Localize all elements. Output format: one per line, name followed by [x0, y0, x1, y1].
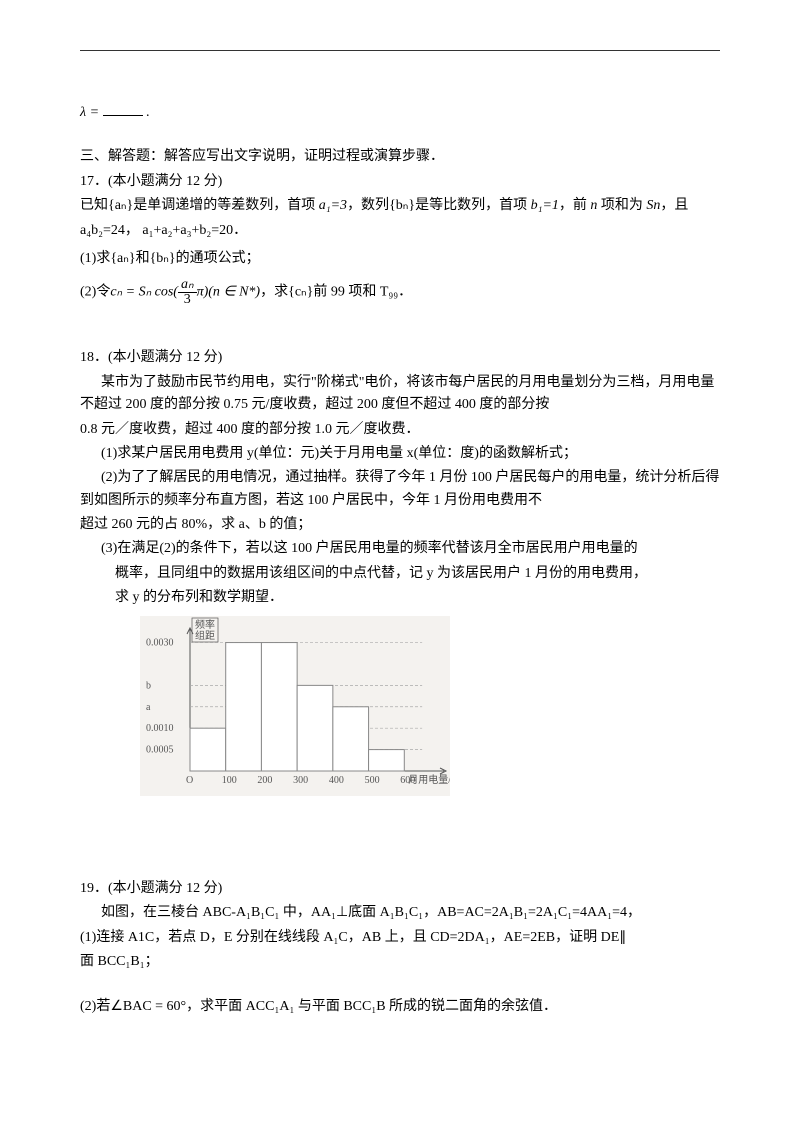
svg-text:200: 200 [257, 775, 272, 786]
svg-text:b: b [146, 680, 151, 691]
q18-part1: (1)求某户居民用电费用 y(单位：元)关于月用电量 x(单位：度)的函数解析式… [80, 443, 720, 465]
svg-text:400: 400 [329, 775, 344, 786]
q18-part2a: (2)为了了解居民的用电情况，通过抽样。获得了今年 1 月份 100 户居民每户… [80, 467, 720, 512]
q17-mid1: 是单调递增的等差数列，首项 [133, 198, 319, 213]
q18-part3a: (3)在满足(2)的条件下，若以这 100 户居民用电量的频率代替该月全市居民用… [80, 538, 720, 560]
svg-text:a: a [146, 701, 151, 712]
lambda-eq: λ = [80, 105, 99, 120]
q17-p2-pre: (2)令 [80, 285, 110, 300]
q19-part1b: 面 BCC₁B₁； [80, 951, 720, 973]
q19-header: 19．(本小题满分 12 分) [80, 878, 720, 900]
frac-den: 3 [178, 293, 197, 307]
svg-text:100: 100 [222, 775, 237, 786]
top-rule [80, 50, 720, 51]
histogram-svg: 频率组距 0.0030 ba 0.0010 0.0005 O 100 200 300 400 500… [140, 616, 450, 796]
svg-text:0.0010: 0.0010 [146, 723, 174, 734]
q17-p1-end: 的通项公式； [176, 251, 260, 266]
q18-part3c: 求 y 的分布列和数学期望． [80, 587, 720, 609]
svg-text:0.0005: 0.0005 [146, 744, 174, 755]
q17-a1: a₁=3 [319, 198, 347, 213]
q17-stem-line2: a₄b₂=24， a₁+a₂+a₃+b₂=20． [80, 220, 720, 242]
q17-mid2: ，数列 [347, 198, 389, 213]
q17-bn: {bₙ} [389, 198, 415, 213]
lambda-line: λ = . [80, 101, 720, 124]
q19-p1: 如图，在三棱台 ABC-A₁B₁C₁ 中，AA₁⊥底面 A₁B₁C₁，AB=AC… [80, 902, 720, 924]
q17-end: ，且 [660, 198, 688, 213]
svg-text:组距: 组距 [195, 629, 215, 642]
q19-part1a: (1)连接 A1C，若点 D，E 分别在线线段 A₁C，AB 上，且 CD=2D… [80, 927, 720, 949]
q17-mid5: 项和为 [597, 198, 646, 213]
svg-text:300: 300 [293, 775, 308, 786]
q17-p2-after: π)(n ∈ N*) [197, 285, 261, 300]
svg-text:500: 500 [365, 775, 380, 786]
q17-p1-an: {aₙ} [110, 251, 135, 266]
q17-mid3: 是等比数列，首项 [415, 198, 531, 213]
q17-p2-end: 前 99 项和 T₉₉． [313, 285, 412, 300]
blank-underline [103, 101, 143, 116]
q17-part2: (2)令cₙ = Sₙ cos(aₙ3π)(n ∈ N*)，求{cₙ}前 99 … [80, 278, 720, 307]
q17-an: {aₙ} [108, 198, 133, 213]
q19-part2: (2)若∠BAC = 60°，求平面 ACC₁A₁ 与平面 BCC₁B 所成的锐… [80, 996, 720, 1018]
q18-p1: 某市为了鼓励市民节约用电，实行"阶梯式"电价，将该市每户居民的月用电量划分为三档… [80, 372, 720, 417]
q17-stem-pre: 已知 [80, 198, 108, 213]
q18-p2: 0.8 元／度收费，超过 400 度的部分按 1.0 元／度收费． [80, 419, 720, 441]
q17-p1-bn: {bₙ} [150, 251, 176, 266]
q19-p2-angle: ∠BAC = 60° [110, 999, 186, 1014]
frac-num: aₙ [178, 278, 197, 293]
q17-sn: Sn [646, 198, 660, 213]
q18-part3b: 概率，且同组中的数据用该组区间的中点代替，记 y 为该居民用户 1 月份的用电费… [80, 563, 720, 585]
q17-p1-mid: 和 [136, 251, 150, 266]
section3-header: 三、解答题：解答应写出文字说明，证明过程或演算步骤． [80, 146, 720, 168]
q17-p2-cn: cₙ = Sₙ cos( [110, 285, 178, 300]
q19-p2-end: ，求平面 ACC₁A₁ 与平面 BCC₁B 所成的锐二面角的余弦值． [186, 999, 557, 1014]
q17-mid4: ，前 [559, 198, 591, 213]
q17-p2-mid: ，求 [260, 285, 288, 300]
q17-p1-pre: (1)求 [80, 251, 110, 266]
svg-text:O: O [186, 775, 193, 786]
q18-header: 18．(本小题满分 12 分) [80, 347, 720, 369]
q17-part1: (1)求{aₙ}和{bₙ}的通项公式； [80, 248, 720, 270]
svg-text:频率: 频率 [195, 618, 215, 631]
q19-p2-pre: (2)若 [80, 999, 110, 1014]
q17-stem-line1: 已知{aₙ}是单调递增的等差数列，首项 a₁=3，数列{bₙ}是等比数列，首项 … [80, 195, 720, 217]
q17-p2-frac: aₙ3 [178, 278, 197, 307]
period: . [146, 105, 150, 120]
svg-text:0.0030: 0.0030 [146, 637, 174, 648]
histogram: 频率组距 0.0030 ba 0.0010 0.0005 O 100 200 300 400 500… [140, 616, 450, 804]
page-container: λ = . 三、解答题：解答应写出文字说明，证明过程或演算步骤． 17．(本小题… [0, 0, 800, 1132]
q17-b1: b₁=1 [531, 198, 559, 213]
q18-part2b: 超过 260 元的占 80%，求 a、b 的值； [80, 514, 720, 536]
q17-header: 17．(本小题满分 12 分) [80, 171, 720, 193]
svg-text:月用电量/度: 月用电量/度 [408, 773, 450, 786]
q17-p2-cnset: {cₙ} [288, 285, 313, 300]
